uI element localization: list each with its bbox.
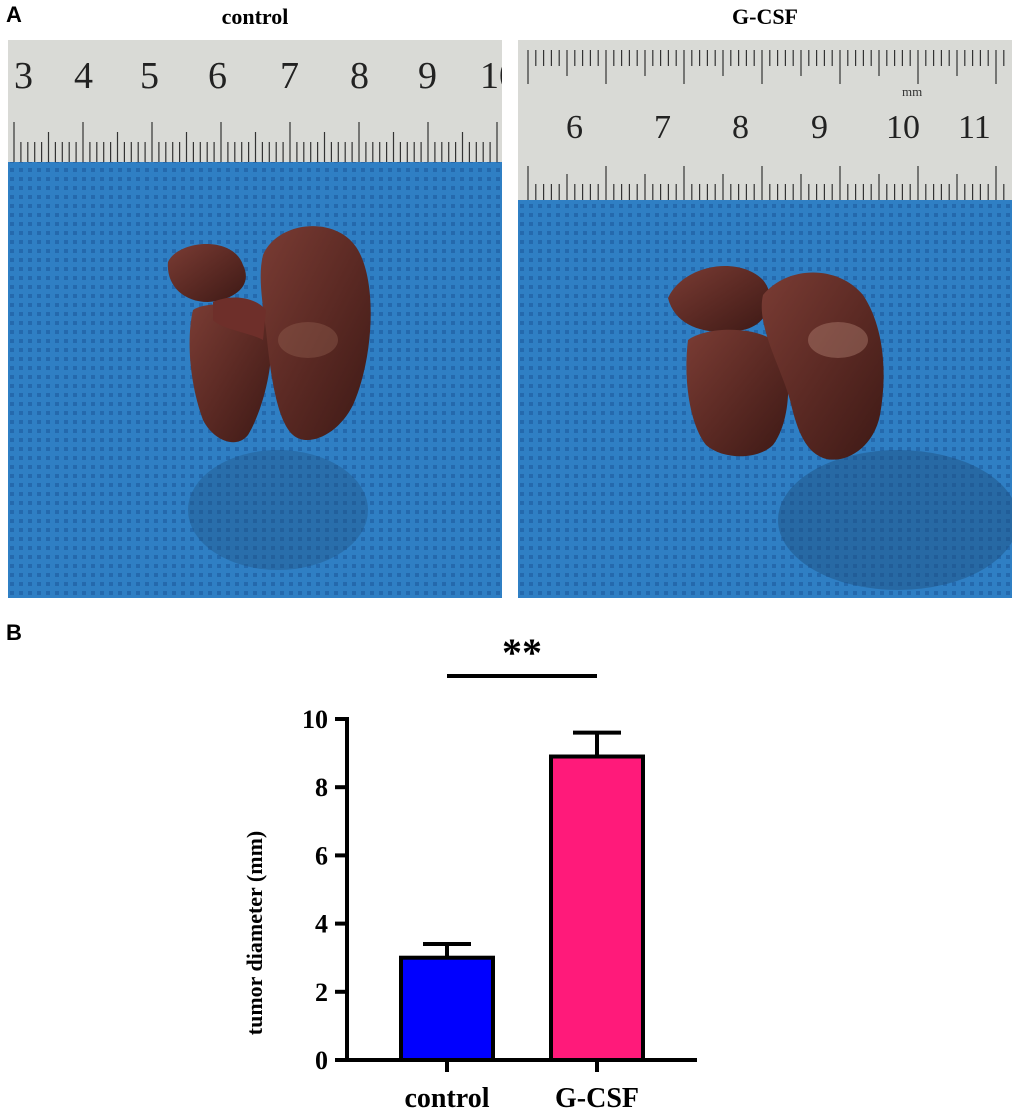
y-tick-label: 6 [315,841,328,870]
photo-title-control: control [221,4,289,29]
bar-chart: ** tumor diameter (mm) 0 2 4 6 8 10 control G-… [242,630,697,1114]
photo-gcsf-drawing: 6 7 8 9 10 11 mm [518,40,1012,598]
bars [399,730,645,1063]
x-tick-label: G-CSF [555,1083,639,1114]
y-tick-label: 0 [315,1046,328,1075]
ruler-number: 4 [74,55,93,97]
ruler-number: 9 [418,55,437,97]
y-tick-label: 8 [315,773,328,802]
panel-b-letter: B [6,620,22,645]
photo-gcsf: 6 7 8 9 10 11 mm [518,40,1012,598]
ruler-ticks-gcsf [527,50,1005,200]
bar-control [399,955,495,1063]
y-tick-label: 2 [315,978,328,1007]
y-tick-label: 10 [302,705,328,734]
x-tick-labels: control G-CSF [404,1060,639,1114]
ruler-numbers-gcsf: 6 7 8 9 10 11 mm [566,84,991,146]
ruler-number: 8 [350,55,369,97]
ruler-number: 10 [480,55,502,97]
ruler-number: 5 [140,55,159,97]
ruler-number: 8 [732,109,749,146]
tumor-tissue-control [167,226,371,443]
panel-a-letter: A [6,2,22,27]
photo-title-gcsf: G-CSF [732,4,798,29]
ruler-number: 6 [208,55,227,97]
tumor-tissue-gcsf [668,266,884,460]
ruler-gcsf [518,40,1012,200]
ruler-number: 6 [566,109,583,146]
ruler-unit: mm [902,84,922,99]
bar-g-csf [549,754,645,1062]
y-axis-label: tumor diameter (mm) [242,831,267,1035]
photo-control-drawing: 3 4 5 6 7 8 9 10 [8,40,502,598]
y-tick-label: 4 [315,910,328,939]
significance-label: ** [502,630,542,675]
ruler-number: 11 [958,109,991,146]
ruler-number: 3 [14,55,33,97]
ruler-number: 7 [654,109,671,146]
photo-control: 3 4 5 6 7 8 9 10 [8,40,502,598]
y-ticks: 0 2 4 6 8 10 [302,705,347,1075]
ruler-number: 7 [280,55,299,97]
ruler-number: 10 [886,109,920,146]
ruler-numbers-control: 3 4 5 6 7 8 9 10 [14,55,502,97]
ruler-number: 9 [811,109,828,146]
ruler-ticks-control [13,122,498,162]
x-tick-label: control [404,1083,489,1114]
